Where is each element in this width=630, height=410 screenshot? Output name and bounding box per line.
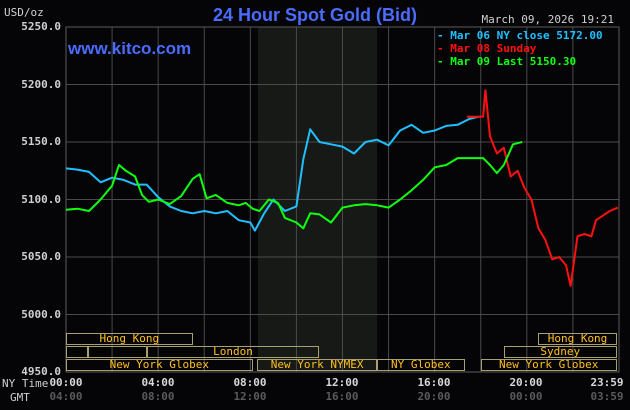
- y-tick: 5250.0: [21, 20, 61, 33]
- x-tick-gmt: 03:59: [590, 390, 624, 403]
- session-bar: [66, 346, 88, 358]
- x-tick-ny: 04:00: [141, 376, 175, 389]
- x-tick-gmt: 04:00: [49, 390, 83, 403]
- y-tick: 4950.0: [21, 365, 61, 378]
- x-tick-gmt: 16:00: [325, 390, 359, 403]
- x-tick-ny: 08:00: [233, 376, 267, 389]
- session-bar: London: [146, 346, 320, 358]
- y-tick: 5100.0: [21, 193, 61, 206]
- chart-title: 24 Hour Spot Gold (Bid): [213, 5, 417, 25]
- x-tick-gmt: 12:00: [233, 390, 267, 403]
- legend: - Mar 06 NY close 5172.00 - Mar 08 Sunda…: [437, 29, 603, 68]
- x-tick-ny: 16:00: [417, 376, 451, 389]
- gmt-label: GMT: [10, 391, 30, 404]
- x-tick-gmt: 20:00: [417, 390, 451, 403]
- legend-item: - Mar 08 Sunday: [437, 42, 537, 55]
- price-line: [65, 141, 523, 230]
- plot-border: [65, 26, 620, 373]
- x-tick-ny: 00:00: [49, 376, 83, 389]
- x-tick-ny: 20:00: [509, 376, 543, 389]
- session-bar: NY Globex: [377, 359, 465, 371]
- x-tick-gmt: 00:00: [509, 390, 543, 403]
- session-bar: Sydney: [503, 346, 617, 358]
- website-link[interactable]: www.kitco.com: [68, 39, 192, 58]
- legend-item: - Mar 06 NY close 5172.00: [437, 29, 603, 42]
- session-bar: Hong Kong: [538, 333, 617, 345]
- session-bar: New York Globex: [66, 359, 253, 371]
- y-tick: 5000.0: [21, 308, 61, 321]
- legend-item: - Mar 09 Last 5150.30: [437, 55, 577, 68]
- session-bar: New York Globex: [480, 359, 617, 371]
- y-tick: 5150.0: [21, 135, 61, 148]
- y-tick: 5050.0: [21, 250, 61, 263]
- y-tick: 5200.0: [21, 78, 61, 91]
- x-tick-ny: 12:00: [325, 376, 359, 389]
- timestamp: March 09, 2026 19:21: [481, 13, 614, 26]
- session-bar: Hong Kong: [66, 333, 193, 345]
- session-bar: [87, 346, 147, 358]
- x-tick-gmt: 08:00: [141, 390, 175, 403]
- x-tick-ny: 23:59: [590, 376, 624, 389]
- ny-time-label: NY Time: [2, 377, 49, 390]
- price-line: [466, 89, 619, 287]
- units-label: USD/oz: [4, 6, 44, 19]
- session-bar: New York NYMEX: [257, 359, 378, 371]
